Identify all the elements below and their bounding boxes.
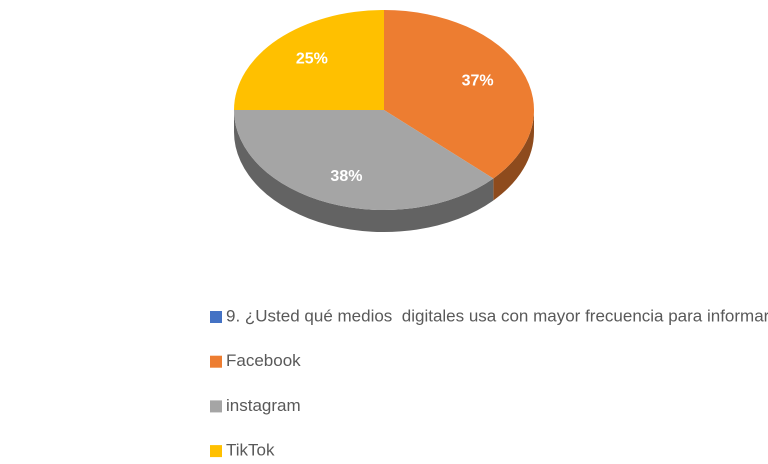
legend-swatch [210, 311, 222, 323]
legend-swatch [210, 400, 222, 413]
legend-swatch [210, 355, 222, 368]
value-label: 38% [330, 168, 362, 185]
legend-label: instagram [226, 396, 301, 415]
value-label: 25% [296, 50, 328, 67]
legend-label: 9. ¿Usted qué medios digitales usa con m… [226, 306, 768, 325]
value-label: 37% [462, 73, 494, 90]
legend-label: Facebook [226, 351, 301, 370]
slice [384, 10, 534, 179]
slice-side [493, 110, 534, 201]
slice-side [234, 110, 494, 233]
legend-label: TikTok [226, 441, 275, 460]
legend-swatch [210, 445, 222, 458]
slice [234, 10, 384, 110]
slice [234, 110, 494, 211]
